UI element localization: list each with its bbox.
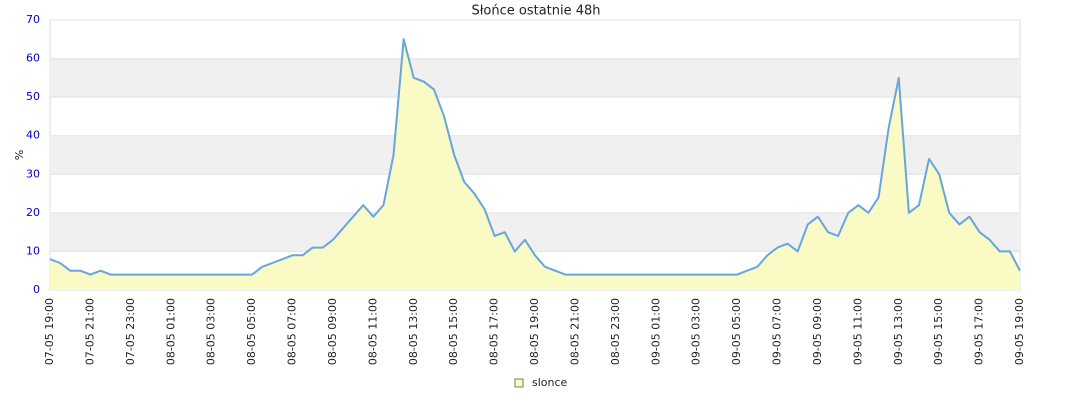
- x-tick-label: 09-05 03:00: [690, 298, 703, 365]
- x-tick-label: 08-05 11:00: [366, 298, 379, 365]
- x-tick-label: 08-05 15:00: [447, 298, 460, 365]
- grid-band: [50, 135, 1020, 175]
- y-axis-label: %: [13, 150, 26, 160]
- x-tick-label: 09-05 13:00: [892, 298, 905, 365]
- x-tick-label: 09-05 15:00: [932, 298, 945, 365]
- x-tick-label: 08-05 19:00: [528, 298, 541, 365]
- area: [50, 39, 1020, 291]
- x-tick-label: 09-05 01:00: [649, 298, 662, 365]
- x-tick-label: 09-05 11:00: [851, 298, 864, 365]
- x-tick-label: 08-05 21:00: [568, 298, 581, 365]
- x-tick-label: 07-05 19:00: [43, 298, 56, 365]
- y-tick-label: 0: [33, 283, 40, 296]
- x-tick-label: 08-05 01:00: [164, 298, 177, 365]
- grid-band: [50, 58, 1020, 98]
- y-tick-label: 40: [26, 129, 40, 142]
- x-tick-label: 08-05 03:00: [205, 298, 218, 365]
- y-tick-label: 20: [26, 206, 40, 219]
- x-tick-label: 08-05 23:00: [609, 298, 622, 365]
- x-tick-label: 08-05 05:00: [245, 298, 258, 365]
- x-tick-label: 08-05 07:00: [286, 298, 299, 365]
- x-tick-label: 08-05 17:00: [488, 298, 501, 365]
- x-tick-label: 09-05 07:00: [771, 298, 784, 365]
- x-tick-label: 07-05 21:00: [83, 298, 96, 365]
- x-tick-label: 09-05 17:00: [973, 298, 986, 365]
- y-tick-label: 10: [26, 244, 40, 257]
- line: [49, 38, 1021, 276]
- x-tick-label: 09-05 19:00: [1013, 298, 1026, 365]
- y-tick-label: 30: [26, 167, 40, 180]
- x-tick-label: 07-05 23:00: [124, 298, 137, 365]
- chart-title: Słońce ostatnie 48h: [471, 4, 600, 19]
- x-tick-label: 09-05 05:00: [730, 298, 743, 365]
- x-tick-label: 08-05 13:00: [407, 298, 420, 365]
- y-tick-label: 70: [26, 13, 40, 26]
- y-tick-label: 50: [26, 90, 40, 103]
- x-tick-label: 09-05 09:00: [811, 298, 824, 365]
- legend-label: slonce: [532, 376, 568, 389]
- y-tick-label: 60: [26, 52, 40, 65]
- legend-swatch: [514, 378, 524, 388]
- x-tick-label: 08-05 09:00: [326, 298, 339, 365]
